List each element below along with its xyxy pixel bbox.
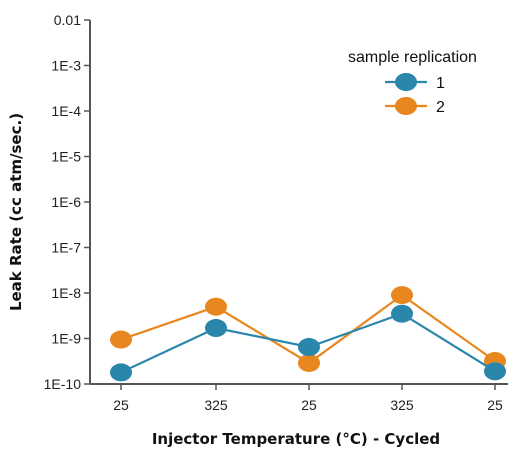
y-tick-label: 1E-6 (51, 194, 81, 210)
y-tick-label: 1E-8 (51, 285, 81, 301)
y-tick-label: 1E-9 (51, 331, 81, 347)
legend-label: 2 (436, 99, 445, 116)
legend-marker (395, 97, 417, 115)
legend-item-1: 1 (385, 73, 445, 92)
data-point (110, 330, 132, 349)
data-point (205, 319, 227, 338)
y-tick-label: 1E-10 (44, 376, 82, 392)
series-2 (110, 286, 506, 372)
tick-labels: 1E-10 1E-9 1E-8 1E-7 1E-6 1E-5 1E-4 1E-3 0.01 25 3… (44, 12, 503, 413)
x-tick-label: 325 (390, 397, 414, 413)
data-point (484, 362, 506, 381)
data-point (391, 286, 413, 305)
data-point (298, 353, 320, 372)
y-tick-label: 1E-5 (51, 149, 81, 165)
data-point (205, 297, 227, 316)
legend-label: 1 (436, 75, 445, 92)
y-tick-label: 1E-3 (51, 58, 81, 74)
y-axis-title: Leak Rate (cc atm/sec.) (7, 113, 25, 311)
x-tick-label: 25 (487, 397, 503, 413)
axes (84, 19, 508, 390)
x-tick-label: 325 (204, 397, 228, 413)
series-group (110, 286, 506, 382)
legend: sample replication 1 2 (348, 49, 477, 116)
legend-title: sample replication (348, 49, 477, 66)
y-tick-label: 0.01 (54, 12, 81, 28)
x-axis-title: Injector Temperature (°C) - Cycled (152, 430, 440, 448)
data-point (110, 363, 132, 382)
x-tick-label: 25 (301, 397, 317, 413)
legend-marker (395, 73, 417, 91)
x-tick-label: 25 (113, 397, 129, 413)
data-point (391, 304, 413, 323)
y-tick-label: 1E-7 (51, 240, 81, 256)
data-point (298, 338, 320, 357)
legend-item-2: 2 (385, 97, 445, 116)
y-tick-label: 1E-4 (51, 103, 81, 119)
series-1 (110, 304, 506, 382)
